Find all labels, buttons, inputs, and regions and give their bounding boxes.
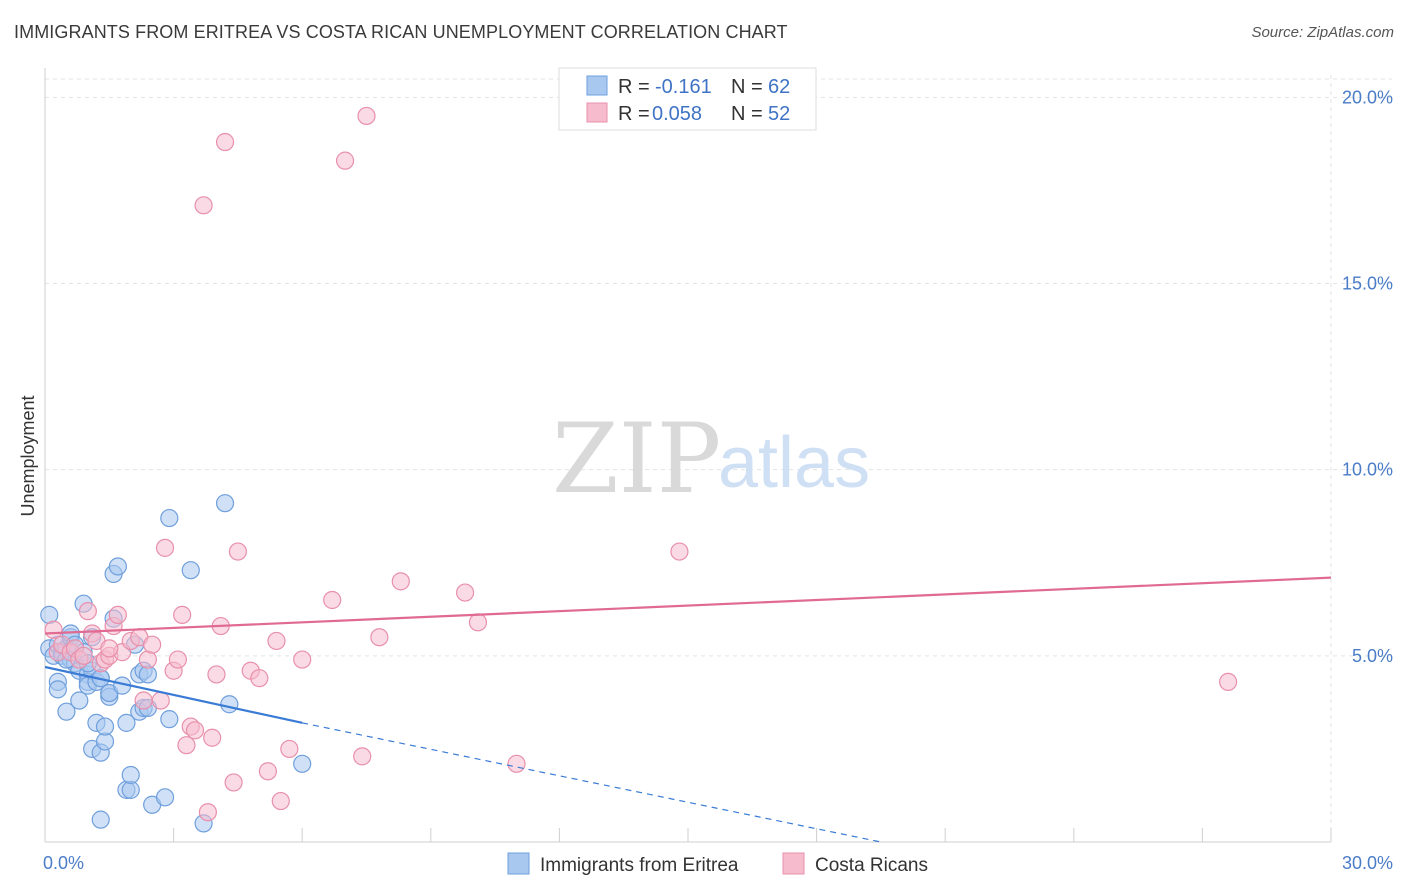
point-costa-rica: [455, 583, 475, 602]
series-legend-swatch-costa-rica: [782, 852, 805, 875]
point-costa-rica: [370, 628, 389, 647]
chart-source: Source: ZipAtlas.com: [1251, 24, 1394, 41]
watermark: ZIP atlas: [552, 403, 870, 515]
point-eritrea: [48, 680, 67, 699]
point-costa-rica: [507, 754, 526, 773]
axes: [44, 68, 1332, 843]
chart-title: IMMIGRANTS FROM ERITREA VS COSTA RICAN U…: [14, 22, 788, 42]
point-costa-rica: [155, 538, 175, 557]
point-costa-rica: [468, 613, 488, 632]
point-costa-rica: [335, 151, 355, 170]
point-eritrea: [121, 765, 140, 785]
point-eritrea: [155, 788, 175, 807]
series-legend-label-eritrea: Immigrants from Eritrea: [540, 855, 739, 876]
legend-r-label-pink: R =: [618, 103, 650, 125]
trend-line-costa-rica: [44, 576, 1332, 635]
point-eritrea: [181, 561, 200, 580]
series-legend-swatch-eritrea: [507, 852, 530, 875]
point-costa-rica: [323, 590, 342, 610]
point-costa-rica: [250, 669, 269, 688]
point-costa-rica: [670, 542, 689, 561]
legend-n-label-blue: N =: [731, 76, 763, 98]
point-costa-rica: [198, 803, 217, 822]
point-costa-rica: [74, 646, 93, 665]
point-costa-rica: [224, 773, 243, 792]
point-eritrea: [215, 494, 235, 513]
trend-line-eritrea-extension: [302, 722, 882, 843]
x-tick-label: 0.0%: [43, 853, 84, 873]
point-costa-rica: [207, 665, 226, 684]
legend-n-value-pink: 52: [768, 103, 790, 125]
point-eritrea: [117, 713, 136, 732]
legend-r-label-blue: R =: [618, 76, 650, 98]
point-costa-rica: [293, 650, 312, 669]
x-tick-label: 30.0%: [1342, 853, 1393, 873]
point-costa-rica: [271, 791, 290, 811]
y-axis-label: Unemployment: [18, 395, 38, 516]
legend-swatch-pink: [586, 102, 608, 123]
y-tick-label: 15.0%: [1342, 274, 1393, 294]
point-costa-rica: [44, 620, 63, 639]
point-costa-rica: [177, 736, 196, 755]
legend-n-label-pink: N =: [731, 103, 763, 125]
legend-r-value-pink: 0.058: [652, 103, 702, 125]
point-costa-rica: [1219, 672, 1238, 691]
trend-line-eritrea: [44, 665, 303, 724]
watermark-atlas: atlas: [718, 423, 870, 503]
series-costa-rica-points: [44, 106, 1238, 822]
point-eritrea: [160, 508, 179, 528]
legend-n-value-blue: 62: [768, 76, 790, 98]
point-costa-rica: [357, 106, 376, 126]
point-costa-rica: [173, 605, 192, 624]
point-costa-rica: [391, 572, 410, 591]
point-eritrea: [70, 691, 89, 710]
y-tick-label: 10.0%: [1342, 460, 1393, 480]
point-costa-rica: [134, 691, 153, 710]
point-eritrea: [293, 754, 312, 773]
point-costa-rica: [258, 762, 278, 781]
point-costa-rica: [203, 728, 222, 747]
trend-lines: [44, 576, 1332, 843]
point-costa-rica: [194, 196, 213, 215]
point-costa-rica: [100, 639, 119, 658]
point-costa-rica: [215, 132, 235, 152]
stats-legend: R = -0.161 N = 62 R = 0.058 N = 52: [558, 67, 817, 131]
legend-swatch-blue: [586, 75, 608, 96]
point-costa-rica: [143, 635, 162, 654]
point-eritrea: [95, 717, 115, 736]
legend-r-value-blue: -0.161: [655, 76, 712, 98]
point-costa-rica: [185, 721, 205, 740]
point-eritrea: [91, 810, 110, 829]
point-eritrea: [57, 702, 76, 721]
point-eritrea: [160, 710, 179, 729]
axis-ticks: 5.0% 10.0% 15.0% 20.0% 0.0% 30.0%: [43, 87, 1393, 873]
point-costa-rica: [267, 631, 286, 651]
watermark-zip: ZIP: [552, 403, 721, 515]
point-costa-rica: [168, 650, 187, 669]
point-costa-rica: [280, 739, 299, 759]
point-eritrea: [220, 695, 239, 714]
point-costa-rica: [353, 747, 372, 766]
y-tick-label: 20.0%: [1342, 87, 1393, 107]
point-costa-rica: [78, 602, 97, 621]
y-tick-label: 5.0%: [1352, 646, 1393, 666]
point-costa-rica: [151, 691, 170, 710]
series-legend-label-costa-rica: Costa Ricans: [815, 855, 928, 876]
point-costa-rica: [108, 605, 127, 624]
point-eritrea: [108, 557, 127, 576]
point-costa-rica: [228, 542, 247, 561]
series-legend: Immigrants from Eritrea Costa Ricans: [507, 852, 928, 876]
